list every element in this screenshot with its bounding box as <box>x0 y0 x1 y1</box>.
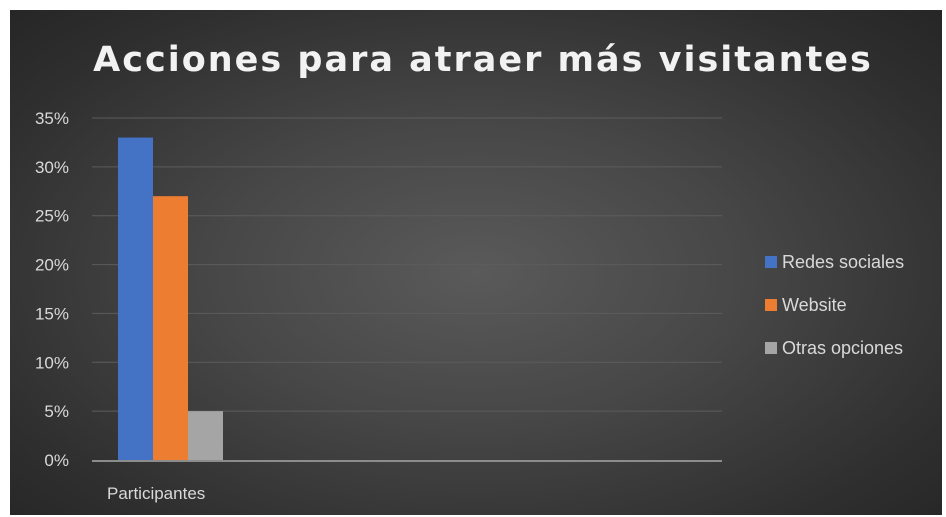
legend-label: Website <box>782 295 847 315</box>
chart-title: Acciones para atraer más visitantes <box>93 40 873 80</box>
y-axis-tick-labels: 0% 5% 10% 15% 20% 25% 30% 35% <box>35 109 69 470</box>
legend-swatch <box>765 342 777 354</box>
legend-label: Otras opciones <box>782 338 903 358</box>
y-tick-label: 10% <box>35 353 69 372</box>
legend-swatch <box>765 256 777 268</box>
y-tick-label: 15% <box>35 304 69 323</box>
legend-label: Redes sociales <box>782 252 904 272</box>
gridlines <box>92 117 722 412</box>
chart-svg: Acciones para atraer más visitantes 0% 5%… <box>35 40 904 503</box>
bar-redes-sociales <box>118 137 153 460</box>
bar-website <box>153 196 188 460</box>
x-axis-category-labels: Participantes <box>107 484 205 503</box>
chart-area: Acciones para atraer más visitantes 0% 5%… <box>10 10 942 515</box>
y-tick-label: 30% <box>35 158 69 177</box>
bars <box>118 137 223 460</box>
bar-otras-opciones <box>188 411 223 460</box>
x-category-label: Participantes <box>107 484 205 503</box>
y-tick-label: 0% <box>44 451 69 470</box>
legend: Redes sociales Website Otras opciones <box>765 252 904 358</box>
y-tick-label: 20% <box>35 256 69 275</box>
y-tick-label: 35% <box>35 109 69 128</box>
y-tick-label: 5% <box>44 402 69 421</box>
y-tick-label: 25% <box>35 207 69 226</box>
legend-swatch <box>765 299 777 311</box>
